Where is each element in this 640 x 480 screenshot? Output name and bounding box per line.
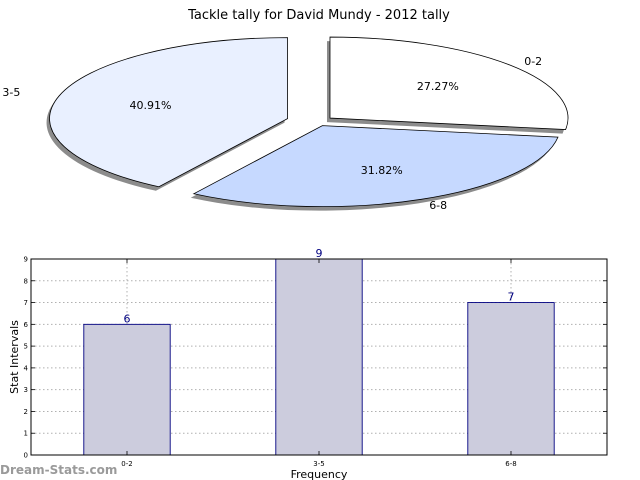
y-tick-label: 0 <box>24 452 28 460</box>
bar-value-label-6-8: 7 <box>508 291 515 304</box>
bar-0-2 <box>83 323 171 456</box>
y-tick-label: 3 <box>24 386 28 394</box>
pie-slice-6-8 <box>192 125 559 208</box>
bar-3-5 <box>275 258 363 456</box>
bar-value-label-3-5: 9 <box>316 247 323 260</box>
pie-slice-0-2 <box>329 36 569 130</box>
pie-labels: 0-2 27.27% 6-8 31.82% 3-5 40.91% <box>2 55 542 212</box>
pie-label-6-8: 6-8 <box>429 199 447 212</box>
bar-chart: 6 9 7 0 1 2 3 4 5 6 7 8 9 0-2 3-5 6-8 Frequency Stat I… <box>8 247 608 480</box>
pie-percent-3-5: 40.91% <box>130 99 172 112</box>
bar-bars: 6 9 7 <box>83 247 555 456</box>
y-tick-label: 1 <box>24 430 28 438</box>
bar-6-8 <box>467 302 555 456</box>
pie-label-3-5: 3-5 <box>2 86 20 99</box>
x-tick-label-3-5: 3-5 <box>313 460 324 468</box>
y-tick-label: 4 <box>24 364 29 372</box>
bar-value-label-0-2: 6 <box>124 312 131 325</box>
x-axis-label: Frequency <box>291 468 348 480</box>
y-tick-label: 6 <box>24 321 29 329</box>
x-tick-label-6-8: 6-8 <box>505 460 516 468</box>
bar-ticks: 0 1 2 3 4 5 6 7 8 9 0-2 3-5 6-8 <box>24 256 607 468</box>
pie-percent-6-8: 31.82% <box>361 164 403 177</box>
pie-slices <box>49 36 569 208</box>
y-tick-label: 5 <box>24 343 28 351</box>
y-axis-label: Stat Intervals <box>8 320 21 394</box>
watermark: Dream-Stats.com <box>0 463 117 477</box>
pie-label-0-2: 0-2 <box>524 55 542 68</box>
y-tick-label: 9 <box>24 256 28 264</box>
x-tick-label-0-2: 0-2 <box>121 460 132 468</box>
y-tick-label: 7 <box>24 299 28 307</box>
y-tick-label: 8 <box>24 277 28 285</box>
pie-chart-title: Tackle tally for David Mundy - 2012 tall… <box>187 8 450 23</box>
y-tick-label: 2 <box>24 408 28 416</box>
pie-percent-0-2: 27.27% <box>417 80 459 93</box>
pie-slice-3-5 <box>49 37 288 188</box>
